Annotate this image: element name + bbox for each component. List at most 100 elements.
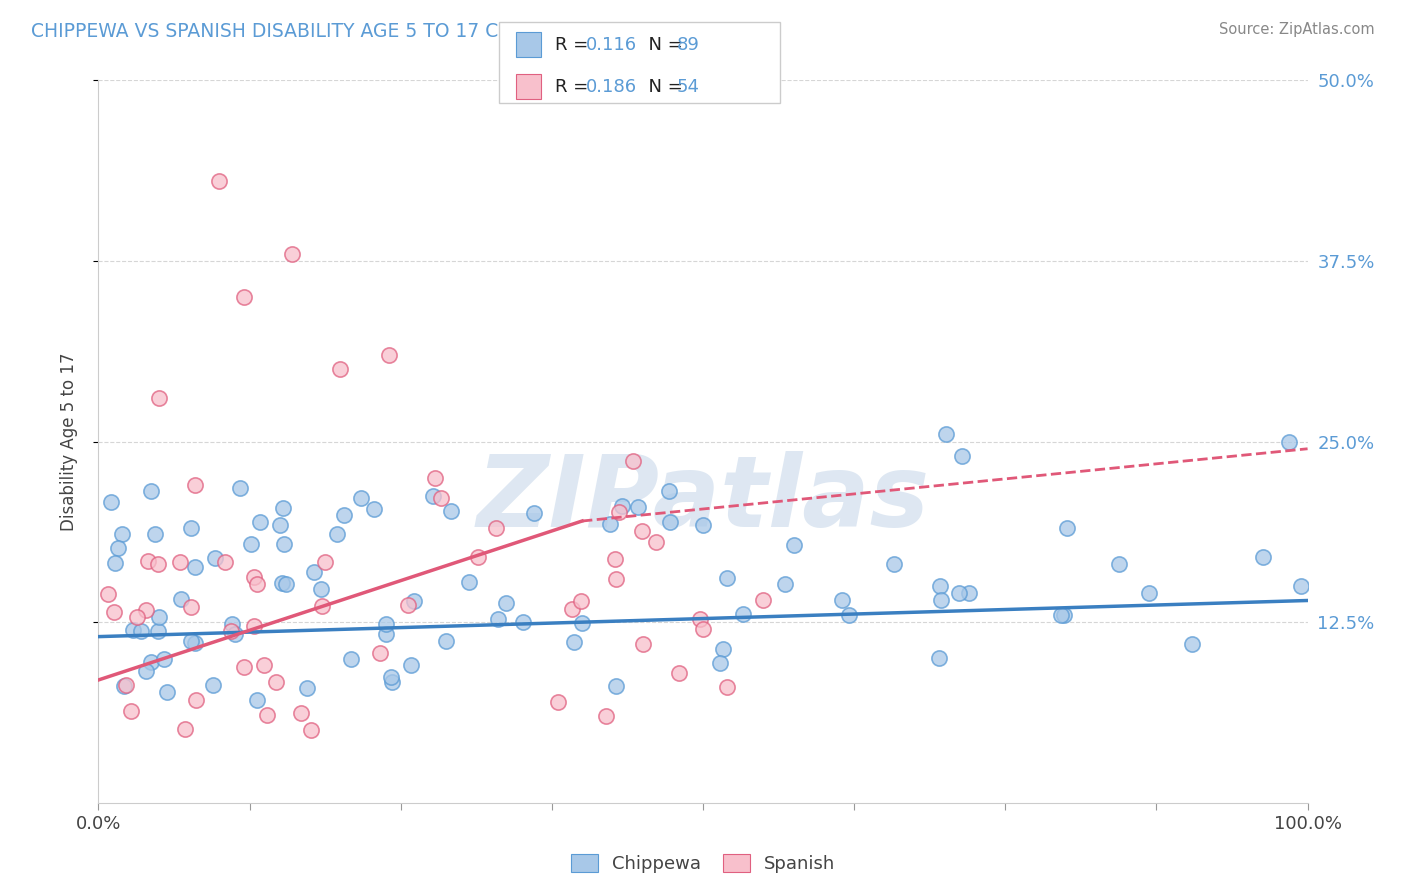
Point <box>561 602 583 616</box>
Point <box>314 555 336 569</box>
Point <box>627 500 650 514</box>
Point <box>467 549 489 564</box>
Point <box>232 290 254 304</box>
Point <box>838 607 860 622</box>
Point <box>302 565 325 579</box>
Point <box>1278 434 1301 449</box>
Point <box>100 495 122 509</box>
Point <box>716 680 738 694</box>
Point <box>120 705 142 719</box>
Point <box>1056 521 1078 535</box>
Point <box>219 624 242 638</box>
Point <box>274 577 297 591</box>
Text: Source: ZipAtlas.com: Source: ZipAtlas.com <box>1219 22 1375 37</box>
Point <box>232 660 254 674</box>
Point <box>692 623 714 637</box>
Point <box>1108 558 1130 572</box>
Text: N =: N = <box>637 36 689 54</box>
Point <box>709 656 731 670</box>
Point <box>731 607 754 621</box>
Point <box>143 527 166 541</box>
Point <box>630 524 652 538</box>
Point <box>485 521 508 535</box>
Point <box>326 527 349 541</box>
Point <box>659 515 682 529</box>
Point <box>950 449 973 463</box>
Point <box>402 594 425 608</box>
Point <box>377 348 399 362</box>
Point <box>169 555 191 569</box>
Point <box>156 685 179 699</box>
Point <box>401 657 423 672</box>
Text: 89: 89 <box>676 36 699 54</box>
Point <box>114 678 136 692</box>
Point <box>221 617 243 632</box>
Text: ZIPatlas: ZIPatlas <box>477 450 929 548</box>
Point <box>883 558 905 572</box>
Point <box>184 478 207 492</box>
Text: R =: R = <box>555 36 595 54</box>
Point <box>170 592 193 607</box>
Point <box>139 655 162 669</box>
Point <box>831 593 853 607</box>
Point <box>273 536 295 550</box>
Point <box>246 693 269 707</box>
Point <box>380 669 402 683</box>
Point <box>183 636 205 650</box>
Point <box>711 642 734 657</box>
Point <box>264 675 287 690</box>
Point <box>201 678 224 692</box>
Point <box>935 427 957 442</box>
Point <box>458 575 481 590</box>
Point <box>270 576 292 591</box>
Point <box>1049 607 1071 622</box>
Point <box>689 612 711 626</box>
Point <box>146 557 169 571</box>
Text: N =: N = <box>637 78 689 95</box>
Point <box>129 624 152 639</box>
Point <box>1181 637 1204 651</box>
Point <box>692 517 714 532</box>
Point <box>208 174 231 188</box>
Point <box>103 605 125 619</box>
Point <box>311 599 333 613</box>
Point <box>595 709 617 723</box>
Point <box>112 679 135 693</box>
Point <box>180 521 202 535</box>
Point <box>139 484 162 499</box>
Point <box>148 624 170 639</box>
Point <box>1251 550 1274 565</box>
Point <box>122 623 145 637</box>
Point <box>249 515 271 529</box>
Point <box>783 538 806 552</box>
Text: 54: 54 <box>676 78 699 95</box>
Point <box>773 577 796 591</box>
Point <box>396 598 419 612</box>
Point <box>311 582 333 596</box>
Point <box>928 579 950 593</box>
Point <box>928 651 950 665</box>
Point <box>645 534 668 549</box>
Point <box>281 246 304 260</box>
Point <box>256 707 278 722</box>
Point <box>658 483 681 498</box>
Text: R =: R = <box>555 78 595 95</box>
Point <box>350 491 373 505</box>
Point <box>148 391 170 405</box>
Y-axis label: Disability Age 5 to 17: Disability Age 5 to 17 <box>59 352 77 531</box>
Point <box>180 633 202 648</box>
Point <box>752 593 775 607</box>
Point <box>204 551 226 566</box>
Point <box>599 516 621 531</box>
Point <box>97 587 120 601</box>
Point <box>948 586 970 600</box>
Point <box>621 454 644 468</box>
Text: 0.186: 0.186 <box>586 78 637 95</box>
Point <box>290 706 312 720</box>
Point <box>224 627 246 641</box>
Text: CHIPPEWA VS SPANISH DISABILITY AGE 5 TO 17 CORRELATION CHART: CHIPPEWA VS SPANISH DISABILITY AGE 5 TO … <box>31 22 689 41</box>
Point <box>299 723 322 737</box>
Point <box>152 651 174 665</box>
Point <box>148 610 170 624</box>
Point <box>434 634 457 648</box>
